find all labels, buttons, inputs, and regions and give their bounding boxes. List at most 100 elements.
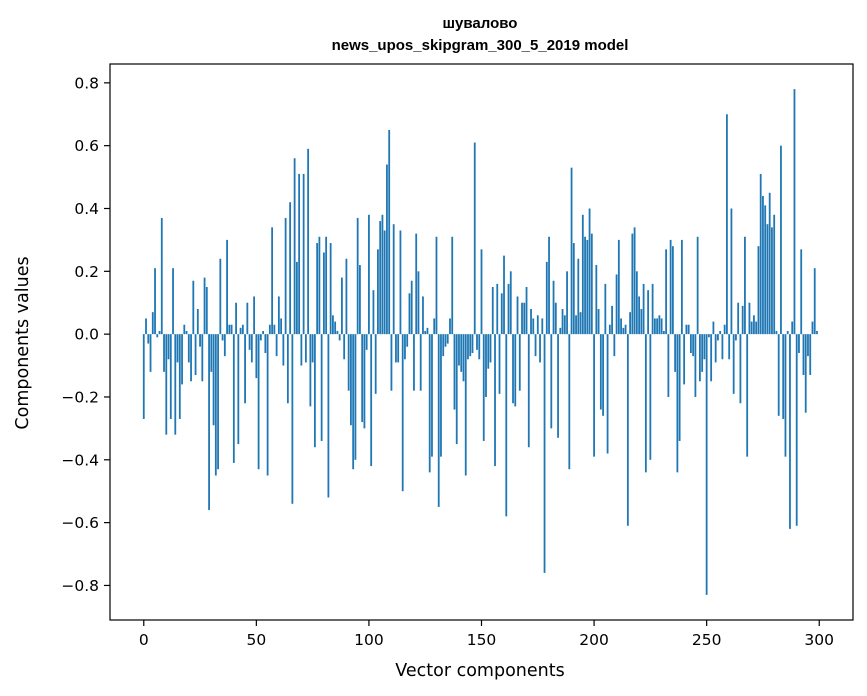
- bar: [356, 217, 359, 335]
- bar: [568, 334, 571, 470]
- bar: [606, 334, 609, 454]
- bar: [406, 334, 409, 347]
- bar: [786, 331, 789, 335]
- bar: [710, 334, 713, 382]
- bar: [476, 334, 478, 350]
- bar: [512, 334, 514, 404]
- bar: [359, 265, 361, 335]
- bars-group: [142, 89, 818, 595]
- bar: [671, 246, 674, 335]
- y-tick-label: 0.8: [74, 74, 99, 92]
- bar: [304, 334, 307, 363]
- bar: [390, 334, 393, 391]
- bar: [239, 327, 242, 335]
- bar: [599, 334, 602, 410]
- bar: [226, 239, 228, 335]
- bar: [435, 236, 438, 335]
- bar: [669, 239, 672, 335]
- bar: [280, 318, 283, 335]
- bar: [595, 265, 598, 335]
- bar: [354, 334, 357, 460]
- bar: [214, 334, 217, 476]
- bar: [307, 148, 310, 335]
- bar: [644, 334, 647, 473]
- bar: [151, 312, 154, 335]
- bar: [775, 331, 778, 335]
- bar: [503, 255, 505, 335]
- bar: [174, 334, 177, 435]
- bar: [687, 324, 690, 335]
- bar: [811, 321, 814, 335]
- bar: [178, 334, 181, 419]
- bar: [719, 331, 722, 335]
- bar: [773, 214, 776, 335]
- bar: [581, 214, 584, 335]
- bar: [762, 195, 764, 335]
- bar: [726, 114, 728, 335]
- bar: [399, 230, 402, 335]
- bar: [624, 324, 627, 335]
- bar: [489, 334, 492, 363]
- bar: [329, 243, 332, 335]
- bar: [602, 334, 604, 416]
- bar: [566, 271, 568, 335]
- bar: [516, 296, 519, 335]
- bar: [302, 173, 305, 335]
- bar: [235, 302, 237, 335]
- x-tick-label: 100: [354, 631, 384, 649]
- bar: [780, 145, 782, 335]
- bar: [613, 334, 616, 357]
- bar: [372, 290, 375, 335]
- bar: [701, 334, 704, 372]
- bar: [343, 334, 346, 360]
- bar: [552, 280, 555, 335]
- bar: [386, 164, 388, 335]
- bar: [717, 334, 719, 341]
- bar: [768, 192, 771, 335]
- bar: [413, 334, 415, 391]
- bar: [338, 334, 341, 341]
- bar: [656, 318, 659, 335]
- bar: [473, 142, 476, 335]
- bar: [590, 233, 593, 335]
- bar: [426, 327, 429, 335]
- bar: [172, 268, 174, 335]
- bar: [401, 334, 404, 492]
- x-tick-label: 50: [246, 631, 266, 649]
- bar: [487, 334, 490, 369]
- bar: [230, 324, 233, 335]
- bar: [789, 334, 791, 529]
- bar: [419, 334, 422, 391]
- bar: [320, 334, 323, 441]
- bar: [154, 268, 156, 335]
- bar: [446, 334, 449, 344]
- bar: [523, 302, 526, 335]
- bar: [327, 334, 330, 498]
- bar: [577, 258, 580, 335]
- bar: [266, 334, 269, 476]
- bar: [449, 318, 451, 335]
- bar: [433, 318, 436, 335]
- plot-frame: [109, 63, 854, 621]
- bar: [647, 290, 650, 335]
- bar: [363, 334, 366, 429]
- bar: [185, 331, 188, 335]
- bar: [311, 334, 314, 363]
- bar: [539, 334, 541, 363]
- bar: [469, 334, 472, 357]
- bar: [453, 334, 456, 410]
- bar: [530, 309, 532, 335]
- bar: [480, 249, 483, 335]
- bar: [498, 334, 501, 394]
- bar: [626, 334, 629, 526]
- bar: [273, 324, 276, 335]
- bar: [379, 221, 382, 335]
- bar: [347, 334, 350, 391]
- bar: [534, 334, 537, 357]
- bar: [383, 230, 386, 335]
- bar: [163, 334, 165, 372]
- chart-subtitle: news_upos_skipgram_300_5_2019 model: [332, 37, 629, 54]
- bar: [807, 334, 809, 357]
- bar: [365, 334, 368, 350]
- bar: [728, 334, 731, 360]
